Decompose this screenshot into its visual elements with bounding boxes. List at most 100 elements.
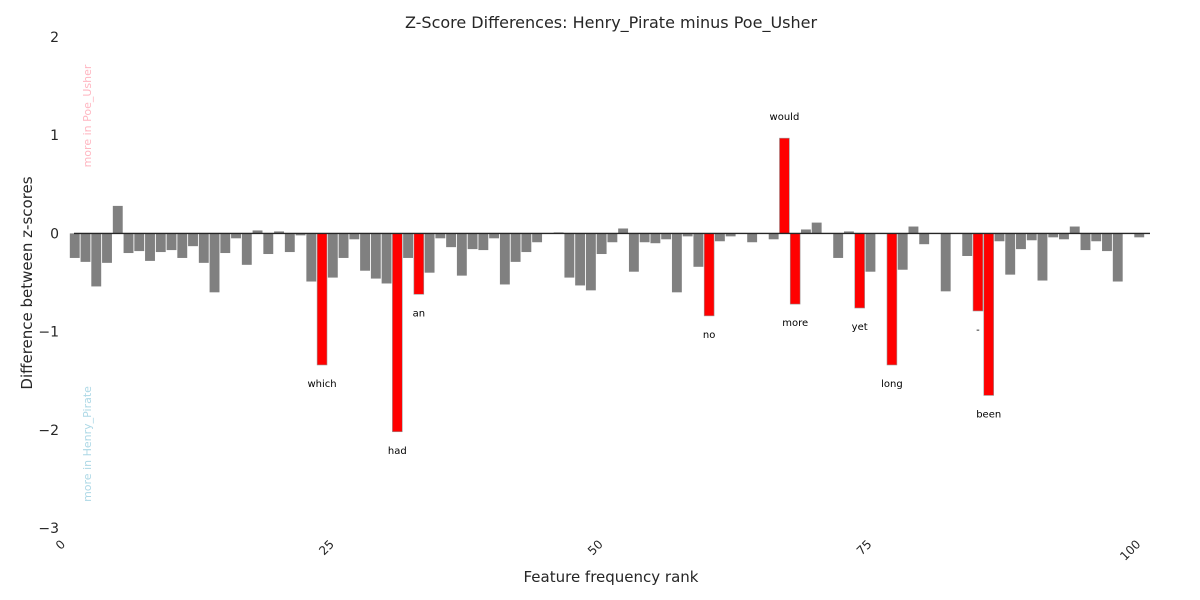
y-tick-labels: 2 1 0 −1 −2 −3 [38, 30, 59, 537]
bar [800, 229, 811, 234]
bar [1102, 233, 1112, 252]
y-tick-label: −1 [38, 325, 59, 341]
bar [489, 233, 500, 239]
bar [725, 233, 736, 237]
bar [80, 233, 91, 262]
x-axis-label: Feature frequency rank [523, 568, 698, 586]
bar [381, 233, 392, 284]
highlighted-bar [413, 233, 425, 295]
bar [69, 233, 80, 258]
bar [349, 233, 360, 240]
bar-word-label: would [770, 112, 800, 123]
bar-word-label: more [782, 318, 808, 329]
bar [338, 233, 349, 258]
bar [145, 233, 155, 261]
bar [596, 233, 607, 255]
bar [306, 233, 317, 282]
x-tick-label: 100 [1117, 537, 1143, 563]
x-tick-label: 25 [316, 537, 337, 558]
bar [231, 233, 241, 239]
bar [155, 233, 166, 253]
x-tick-label: 0 [53, 537, 68, 552]
bar [1005, 233, 1016, 275]
bar [1016, 233, 1026, 250]
bar [370, 233, 381, 279]
bar [220, 233, 231, 254]
bar [263, 233, 274, 255]
bar [284, 233, 295, 253]
negative-side-note: more in Henry_Pirate [81, 386, 94, 502]
highlighted-bar [886, 233, 898, 366]
bar [188, 233, 198, 247]
bar [446, 233, 457, 248]
bar [962, 233, 973, 256]
bar [1048, 233, 1059, 238]
bar-word-label: yet [852, 322, 868, 333]
positive-side-note: more in Poe_Usher [81, 64, 94, 167]
x-tick-label: 75 [854, 537, 875, 558]
bar [241, 233, 252, 265]
bar [1112, 233, 1123, 282]
bar [575, 233, 586, 286]
highlighted-bar [972, 233, 984, 312]
bar [467, 233, 478, 250]
bar [908, 226, 919, 234]
bar [1080, 233, 1091, 251]
bar [435, 233, 446, 239]
bar-word-label: long [881, 379, 903, 390]
bar [650, 233, 661, 244]
bar [134, 233, 145, 252]
chart-title: Z-Score Differences: Henry_Pirate minus … [405, 13, 818, 33]
highlighted-bar [983, 233, 994, 396]
bar [714, 233, 725, 242]
bar [274, 231, 284, 234]
bar-word-label: had [388, 446, 407, 457]
bar [327, 233, 338, 278]
bar [1026, 233, 1037, 241]
y-tick-label: 0 [50, 226, 59, 242]
x-tick-label: 50 [585, 537, 606, 558]
bar [897, 233, 908, 270]
bar [102, 233, 112, 263]
bar-word-label: an [413, 308, 425, 319]
y-tick-label: 1 [50, 128, 59, 144]
bar [403, 233, 414, 258]
bar [618, 228, 629, 234]
bar [209, 233, 220, 293]
bar [682, 233, 693, 237]
bar [424, 233, 435, 273]
bar [123, 233, 134, 254]
bars-group [69, 137, 1145, 433]
bar [639, 233, 650, 243]
bar [499, 233, 510, 285]
bar [1091, 233, 1102, 242]
y-tick-label: −2 [38, 423, 59, 439]
highlighted-bar [789, 233, 801, 305]
highlighted-bar [854, 233, 865, 309]
bar [521, 233, 532, 253]
bar [607, 233, 618, 243]
bar [198, 233, 209, 263]
bar [1134, 233, 1145, 238]
bar [177, 233, 188, 258]
bar [252, 230, 263, 234]
bar [919, 233, 930, 245]
bar [166, 233, 177, 251]
bar [628, 233, 639, 272]
bar [295, 233, 306, 236]
bar [747, 233, 758, 243]
bar-word-label: - [976, 325, 980, 336]
highlighted-bar [392, 233, 403, 433]
y-axis-label: Difference between z-scores [18, 176, 36, 389]
bar-word-label: been [976, 409, 1001, 420]
bar [693, 233, 704, 267]
bar-labels-group: which had an no would more yet long - been [307, 112, 1001, 457]
bar-word-label: which [307, 379, 336, 390]
bar [1069, 226, 1080, 234]
bar [671, 233, 682, 293]
bar [811, 222, 822, 234]
bar [564, 233, 575, 278]
highlighted-bar [779, 137, 790, 234]
bar [360, 233, 371, 271]
